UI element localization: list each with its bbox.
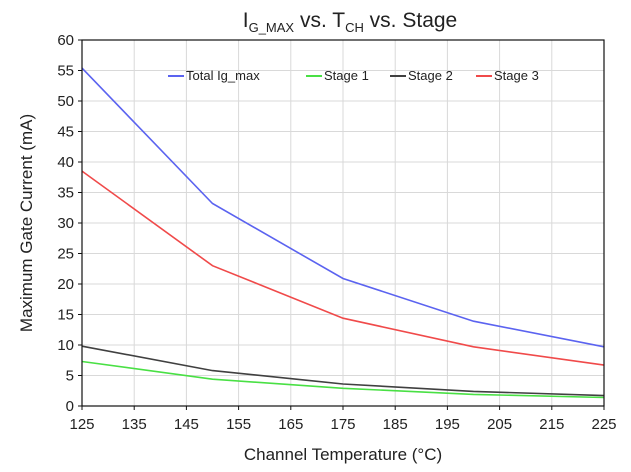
series-line-stage-3 (81, 170, 605, 366)
y-tick-label: 15 (57, 307, 74, 324)
chart-title: IG_MAX vs. TCH vs. Stage (243, 9, 457, 35)
grid (81, 39, 605, 407)
chart-title-mid: vs. T (294, 9, 345, 32)
x-tick-label: 135 (122, 416, 147, 433)
chart-title-i-subscript: G_MAX (249, 20, 295, 35)
y-tick-label: 5 (66, 368, 74, 385)
chart-title-t-subscript: CH (345, 20, 364, 35)
x-tick-label: 195 (435, 416, 460, 433)
x-tick-label: 205 (487, 416, 512, 433)
series-line-stage-1 (81, 360, 605, 399)
series-line-stage-2 (81, 345, 605, 397)
y-axis-title: Maximum Gate Current (mA) (17, 114, 36, 332)
y-tick-label: 55 (57, 63, 74, 80)
y-tick-label: 45 (57, 124, 74, 141)
y-tick-label: 40 (57, 154, 74, 171)
y-tick-label: 30 (57, 215, 74, 232)
legend-label-stage-1: Stage 1 (324, 68, 369, 83)
y-tick-label: 35 (57, 185, 74, 202)
chart-title-end: vs. Stage (364, 9, 457, 32)
x-tick-label: 165 (278, 416, 303, 433)
x-tick-label: 125 (69, 416, 94, 433)
x-tick-label: 145 (174, 416, 199, 433)
legend-label-stage-3: Stage 3 (494, 68, 539, 83)
y-tick-label: 60 (57, 32, 74, 49)
legend: Total Ig_max Stage 1 Stage 2 Stage 3 (168, 68, 539, 83)
x-axis-title: Channel Temperature (°C) (244, 445, 442, 464)
legend-label-stage-2: Stage 2 (408, 68, 453, 83)
x-tick-label: 185 (383, 416, 408, 433)
y-tick-label: 0 (66, 398, 74, 415)
x-tick-label: 175 (330, 416, 355, 433)
y-tick-label: 25 (57, 246, 74, 263)
y-tick-label: 10 (57, 337, 74, 354)
y-tick-label: 20 (57, 276, 74, 293)
series-lines (81, 67, 605, 399)
x-tick-label: 225 (591, 416, 616, 433)
series-line-total-ig-max (81, 67, 605, 348)
x-tick-label: 215 (539, 416, 564, 433)
x-tick-label: 155 (226, 416, 251, 433)
chart-title-i: I (243, 9, 249, 32)
axis-ticks: 0 5 10 15 20 25 30 35 40 45 50 55 60 125 135 145 155 165 1… (57, 32, 616, 433)
y-tick-label: 50 (57, 93, 74, 110)
legend-label-total-ig-max: Total Ig_max (186, 68, 260, 83)
